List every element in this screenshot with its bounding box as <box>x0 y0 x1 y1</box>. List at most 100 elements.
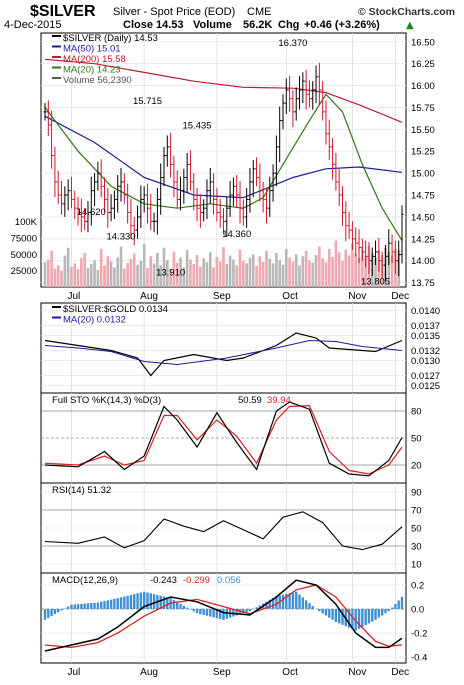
volume-bar <box>179 257 182 287</box>
macd-hist-bar <box>119 597 123 609</box>
macd-hist-bar <box>43 609 47 620</box>
chg-arrow-icon: ▲ <box>406 20 414 31</box>
macd-hist-bar <box>400 596 404 609</box>
macd-hist-bar <box>57 609 60 613</box>
macd-hist-bar <box>341 609 344 625</box>
macd-hist-bar <box>47 609 50 618</box>
macd-hist-bar <box>73 604 76 609</box>
volume-tick-label: 50000 <box>11 250 37 261</box>
volume-bar <box>50 251 53 287</box>
volume-label: Volume <box>193 19 232 31</box>
volume-bar <box>73 263 77 287</box>
macd-signal-value: -0.299 <box>183 575 210 586</box>
macd-hist-bar <box>93 602 96 609</box>
volume-bar <box>301 256 305 287</box>
volume-bar <box>89 264 93 287</box>
sto-tick-label: 50 <box>411 434 422 445</box>
macd-hist-bar <box>304 600 308 609</box>
macd-hist-bar <box>245 609 248 613</box>
price-panel-frame <box>40 32 407 288</box>
legend-swatch-icon <box>52 316 61 319</box>
macd-hist-bar <box>258 605 262 609</box>
volume-bar <box>321 258 324 287</box>
rsi-tick-label: 90 <box>411 488 422 499</box>
macd-hist-bar <box>337 609 341 624</box>
close-label: Close <box>123 19 153 31</box>
macd-hist-bar <box>159 595 162 609</box>
volume-bar <box>235 265 239 287</box>
ratio-ma20-line <box>44 339 403 366</box>
macd-tick-label: 0.0 <box>411 605 424 616</box>
ratio-tick-label: 0.0127 <box>411 371 440 382</box>
macd-hist-bar <box>126 595 129 609</box>
macd-hist-bar <box>185 607 189 609</box>
volume-bar <box>152 263 156 287</box>
macd-hist-bar <box>295 591 298 609</box>
legend-swatch-icon <box>52 35 61 37</box>
volume-bar <box>106 256 110 287</box>
macd-hist-bar <box>291 592 295 609</box>
ratio-series-line <box>44 332 403 377</box>
macd-hist-bar <box>199 609 202 615</box>
ratio-tick-label: 0.0135 <box>411 331 440 342</box>
macd-hist-bar <box>195 609 199 614</box>
macd-hist-bar <box>268 599 271 609</box>
volume-bar <box>76 269 80 287</box>
volume-bar <box>304 251 308 287</box>
macd-hist-bar <box>106 600 110 609</box>
price-tick-label: 16.00 <box>411 81 435 92</box>
volume-bar <box>185 249 189 287</box>
volume-bar <box>96 269 100 287</box>
volume-bar <box>364 256 367 287</box>
volume-bar <box>208 252 212 287</box>
sto-k-line <box>44 401 403 477</box>
volume-bar <box>126 262 129 287</box>
legend-swatch-icon <box>52 56 61 58</box>
volume-bar <box>311 262 315 287</box>
macd-hist-bar <box>374 609 377 620</box>
volume-bar <box>195 254 199 287</box>
brand-label[interactable]: © StockCharts.com <box>358 6 455 18</box>
legend-swatch-icon <box>52 306 61 308</box>
macd-hist-bar <box>281 594 285 609</box>
volume-bar <box>278 260 281 287</box>
macd-hist-bar <box>172 600 176 609</box>
rsi-tick-label: 50 <box>411 524 422 535</box>
macd-hist-bar <box>242 609 245 614</box>
ratio-panel-frame <box>40 302 407 394</box>
volume-bar <box>324 262 328 287</box>
macd-hist-bar <box>60 609 63 611</box>
macd-hist-bar <box>53 609 57 615</box>
price-legend-label: Volume 56,2390 <box>63 75 132 86</box>
x-axis-label: Dec <box>391 667 409 678</box>
macd-hist-bar <box>324 609 328 616</box>
volume-bar <box>103 265 106 287</box>
volume-bar <box>136 264 139 287</box>
price-legend-label: MA(20) 14.23 <box>63 65 121 76</box>
price-annotation-label: 14.620 <box>77 207 106 218</box>
x-axis-label: Nov <box>348 667 366 678</box>
macd-legend-label: MACD(12,26,9) <box>52 575 118 586</box>
price-annotation-label: 14.360 <box>222 229 251 240</box>
macd-hist-bar <box>218 609 222 619</box>
macd-hist-bar <box>298 594 301 609</box>
volume-bar <box>70 266 73 287</box>
macd-hist-bar <box>202 609 205 615</box>
macd-hist-bar <box>146 592 149 609</box>
volume-tick-label: 75000 <box>11 233 37 244</box>
macd-hist-bar <box>331 609 334 620</box>
rsi-tick-label: 30 <box>411 542 422 553</box>
macd-hist-bar <box>149 593 152 609</box>
rsi-tick-label: 10 <box>411 560 422 571</box>
macd-hist-bar <box>129 594 133 609</box>
price-tick-label: 14.75 <box>411 191 435 202</box>
volume-bar <box>56 265 60 287</box>
volume-bar <box>182 267 186 287</box>
x-axis-label: Jul <box>67 667 80 678</box>
price-tick-label: 15.25 <box>411 147 435 158</box>
volume-bar <box>215 256 219 287</box>
volume-bar <box>202 258 205 287</box>
volume-bar <box>66 247 70 287</box>
volume-bar <box>189 259 192 287</box>
rsi-line <box>44 511 403 551</box>
